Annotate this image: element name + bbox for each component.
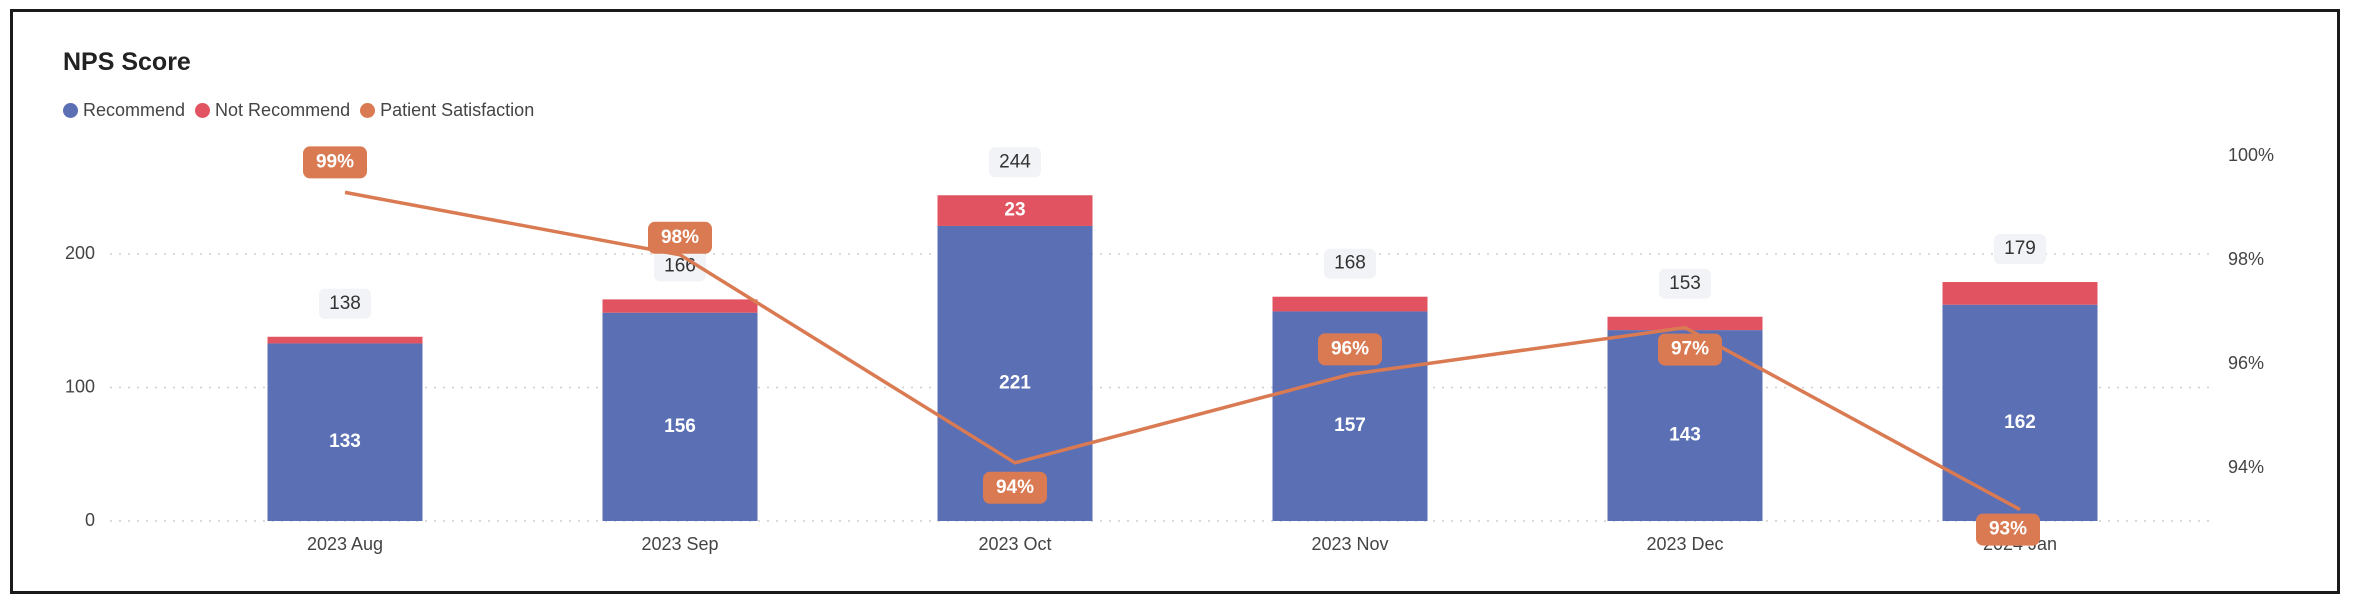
x-tick-label: 2023 Nov <box>1311 534 1388 554</box>
total-label: 179 <box>2004 238 2036 259</box>
total-label: 166 <box>664 255 696 276</box>
total-label: 168 <box>1334 253 1366 274</box>
bar-not-recommend[interactable] <box>268 337 423 344</box>
y-left-tick-label: 0 <box>85 510 95 530</box>
bar-not-recommend[interactable] <box>1943 282 2098 305</box>
total-label: 138 <box>329 293 361 314</box>
bar-not-recommend[interactable] <box>603 299 758 312</box>
x-tick-label: 2023 Aug <box>307 534 383 554</box>
line-data-label: 96% <box>1331 338 1369 359</box>
data-label-recommend: 133 <box>329 431 361 452</box>
line-data-label: 99% <box>316 151 354 172</box>
bar-not-recommend[interactable] <box>1273 297 1428 312</box>
line-data-label: 93% <box>1989 519 2027 540</box>
x-tick-label: 2023 Oct <box>978 534 1051 554</box>
y-right-tick-label: 100% <box>2228 145 2274 165</box>
data-label-recommend: 221 <box>999 372 1031 393</box>
y-right-tick-label: 98% <box>2228 249 2264 269</box>
x-tick-label: 2023 Sep <box>641 534 718 554</box>
y-left-tick-label: 200 <box>65 243 95 263</box>
total-label: 244 <box>999 151 1031 172</box>
data-label-recommend: 156 <box>664 416 696 437</box>
y-right-tick-label: 94% <box>2228 457 2264 477</box>
total-label: 153 <box>1669 273 1701 294</box>
line-data-label: 97% <box>1671 339 1709 360</box>
line-data-label: 94% <box>996 477 1034 498</box>
x-tick-label: 2023 Dec <box>1646 534 1723 554</box>
line-data-label: 98% <box>661 227 699 248</box>
data-label-not-recommend: 23 <box>1004 200 1025 221</box>
data-label-recommend: 157 <box>1334 415 1366 436</box>
data-label-recommend: 162 <box>2004 412 2036 433</box>
y-right-tick-label: 96% <box>2228 353 2264 373</box>
y-left-tick-label: 100 <box>65 376 95 396</box>
line-patient-satisfaction[interactable] <box>345 192 2020 509</box>
data-label-recommend: 143 <box>1669 425 1701 446</box>
